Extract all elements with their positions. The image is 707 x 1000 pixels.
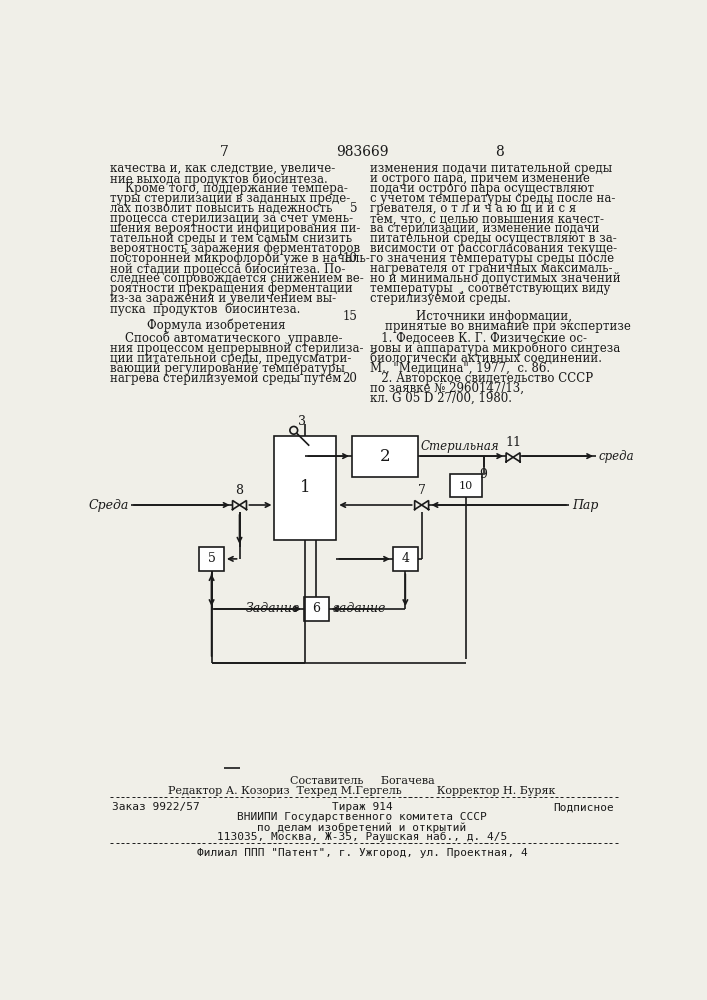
Text: тем, что, с целью повышения качест-: тем, что, с целью повышения качест-	[370, 212, 604, 225]
Text: 5: 5	[350, 202, 357, 215]
Text: ва стерилизации, изменение подачи: ва стерилизации, изменение подачи	[370, 222, 600, 235]
Text: 15: 15	[342, 310, 357, 323]
Text: Кроме того, поддержание темпера-: Кроме того, поддержание темпера-	[110, 182, 348, 195]
Bar	[450, 474, 482, 497]
Text: Стерильная: Стерильная	[421, 440, 499, 453]
Text: и острого пара, причем изменение: и острого пара, причем изменение	[370, 172, 590, 185]
Text: тательной среды и тем самым снизить: тательной среды и тем самым снизить	[110, 232, 352, 245]
Text: 6: 6	[312, 602, 320, 615]
Text: ние выхода продуктов биосинтеза.: ние выхода продуктов биосинтеза.	[110, 172, 328, 186]
Text: посторонней микрофлорой уже в началь-: посторонней микрофлорой уже в началь-	[110, 252, 370, 265]
Text: 7: 7	[418, 484, 426, 497]
Bar	[304, 597, 329, 621]
Text: нагревателя от граничных максималь-: нагревателя от граничных максималь-	[370, 262, 612, 275]
Text: по заявке № 2960147/13,: по заявке № 2960147/13,	[370, 382, 524, 395]
Text: 8: 8	[235, 484, 243, 497]
Text: следнее сопровождается снижением ве-: следнее сопровождается снижением ве-	[110, 272, 364, 285]
Text: М., "Медицина", 1977,  с. 86.: М., "Медицина", 1977, с. 86.	[370, 362, 550, 375]
Text: ВНИИПИ Государственного комитета СССР: ВНИИПИ Государственного комитета СССР	[237, 812, 487, 822]
Text: ной стадии процесса биосинтеза. По-: ной стадии процесса биосинтеза. По-	[110, 262, 346, 276]
Text: Формула изобретения: Формула изобретения	[147, 319, 286, 332]
Text: 2. Авторское свидетельство СССР: 2. Авторское свидетельство СССР	[370, 372, 593, 385]
Text: 10: 10	[342, 252, 357, 265]
Text: 7: 7	[221, 145, 229, 159]
Text: 10: 10	[459, 481, 473, 491]
Text: лах позволит повысить надежность: лах позволит повысить надежность	[110, 202, 332, 215]
Text: Филиал ППП "Патент", г. Ужгород, ул. Проектная, 4: Филиал ППП "Патент", г. Ужгород, ул. Про…	[197, 848, 527, 858]
Text: пуска  продуктов  биосинтеза.: пуска продуктов биосинтеза.	[110, 302, 300, 316]
Text: Заказ 9922/57: Заказ 9922/57	[112, 802, 199, 812]
Text: среда: среда	[598, 450, 634, 463]
Bar	[199, 547, 224, 571]
Text: 9: 9	[479, 468, 488, 481]
Text: Составитель     Богачева: Составитель Богачева	[290, 776, 434, 786]
Text: роятности прекращения ферментации: роятности прекращения ферментации	[110, 282, 353, 295]
Text: 20: 20	[342, 372, 357, 385]
Text: вающий регулирование температуры: вающий регулирование температуры	[110, 362, 345, 375]
Bar	[274, 436, 337, 540]
Text: кл. G 05 D 27/00, 1980.: кл. G 05 D 27/00, 1980.	[370, 392, 512, 405]
Text: стерилизуемой среды.: стерилизуемой среды.	[370, 292, 510, 305]
Text: Тираж 914: Тираж 914	[332, 802, 392, 812]
Text: вероятность заражения ферментаторов: вероятность заражения ферментаторов	[110, 242, 360, 255]
Text: шения вероятности инфицирования пи-: шения вероятности инфицирования пи-	[110, 222, 361, 235]
Text: висимости от рассогласования текуще-: висимости от рассогласования текуще-	[370, 242, 617, 255]
Text: 11: 11	[505, 436, 521, 449]
Text: 1: 1	[300, 479, 310, 496]
Text: Источники информации,: Источники информации,	[416, 310, 572, 323]
Text: Способ автоматического  управле-: Способ автоматического управле-	[110, 332, 343, 345]
Text: питательной среды осуществляют в за-: питательной среды осуществляют в за-	[370, 232, 617, 245]
Text: но и минимально допустимых значений: но и минимально допустимых значений	[370, 272, 620, 285]
Text: нагрева стерилизуемой среды путем: нагрева стерилизуемой среды путем	[110, 372, 341, 385]
Text: Среда: Среда	[88, 498, 129, 512]
Text: 2: 2	[380, 448, 390, 465]
Text: температуры  , соответствующих виду: температуры , соответствующих виду	[370, 282, 610, 295]
Text: из-за заражения и увеличением вы-: из-за заражения и увеличением вы-	[110, 292, 337, 305]
Text: 5: 5	[208, 552, 216, 565]
Text: процесса стерилизации за счет умень-: процесса стерилизации за счет умень-	[110, 212, 354, 225]
Text: туры стерилизации в заданных преде-: туры стерилизации в заданных преде-	[110, 192, 351, 205]
Text: ния процессом непрерывной стерилиза-: ния процессом непрерывной стерилиза-	[110, 342, 363, 355]
Bar	[393, 547, 418, 571]
Bar	[352, 436, 418, 477]
Text: 1. Федосеев К. Г. Физические ос-: 1. Федосеев К. Г. Физические ос-	[370, 332, 587, 345]
Text: качества и, как следствие, увеличе-: качества и, как следствие, увеличе-	[110, 162, 335, 175]
Text: Подписное: Подписное	[553, 802, 614, 812]
Text: Задание: Задание	[246, 602, 300, 615]
Text: Редактор А. Козориз  Техред М.Гергель          Корректор Н. Буряк: Редактор А. Козориз Техред М.Гергель Кор…	[168, 786, 556, 796]
Text: 4: 4	[402, 552, 409, 565]
Text: гревателя, о т л и ч а ю щ и й с я: гревателя, о т л и ч а ю щ и й с я	[370, 202, 576, 215]
Text: подачи острого пара осуществляют: подачи острого пара осуществляют	[370, 182, 594, 195]
Text: 3: 3	[298, 415, 306, 428]
Text: по делам изобретений и открытий: по делам изобретений и открытий	[257, 822, 467, 833]
Text: 113035, Москва, Ж-35, Раушская наб., д. 4/5: 113035, Москва, Ж-35, Раушская наб., д. …	[217, 832, 507, 842]
Text: 983669: 983669	[336, 145, 388, 159]
Text: принятые во внимание при экспертизе: принятые во внимание при экспертизе	[385, 320, 631, 333]
Text: биологически активных соединений.: биологически активных соединений.	[370, 352, 602, 365]
Text: 8: 8	[495, 145, 503, 159]
Text: задание: задание	[332, 602, 386, 615]
Text: ции питательной среды, предусматри-: ции питательной среды, предусматри-	[110, 352, 351, 365]
Text: с учетом температуры среды после на-: с учетом температуры среды после на-	[370, 192, 615, 205]
Text: го значения температуры среды после: го значения температуры среды после	[370, 252, 614, 265]
Text: изменения подачи питательной среды: изменения подачи питательной среды	[370, 162, 612, 175]
Text: новы и аппаратура микробного синтеза: новы и аппаратура микробного синтеза	[370, 342, 620, 355]
Text: Пар: Пар	[572, 498, 598, 512]
